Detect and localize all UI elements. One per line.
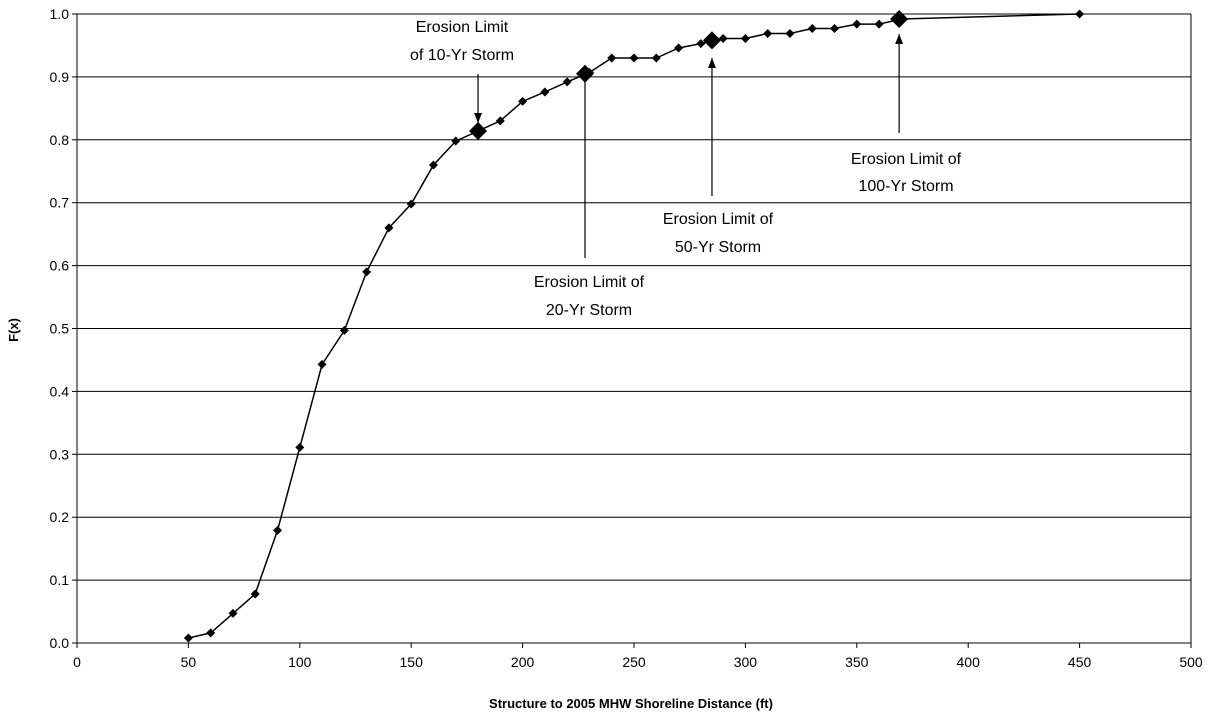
annotation-text: 20-Yr Storm — [546, 302, 632, 319]
annotation-arrow-head — [580, 68, 589, 78]
gridlines — [77, 13, 1191, 581]
y-tick-label: 0.6 — [50, 258, 70, 274]
y-tick-label: 0.4 — [50, 383, 70, 399]
x-tick-label: 500 — [1179, 654, 1203, 670]
y-tick-label: 0.2 — [50, 509, 70, 525]
x-axis-title: Structure to 2005 MHW Shoreline Distance… — [489, 696, 773, 711]
data-point — [763, 28, 773, 38]
data-point — [629, 53, 639, 63]
y-tick-label: 0.7 — [50, 195, 70, 211]
data-point — [406, 199, 416, 209]
highlight-markers — [469, 10, 909, 140]
annotation: Erosion Limit of 20-Yr Storm — [534, 68, 645, 319]
x-tick-label: 50 — [181, 654, 197, 670]
data-point — [1075, 9, 1085, 19]
data-point — [852, 19, 862, 29]
data-point — [651, 53, 661, 63]
highlight-point — [890, 10, 909, 29]
annotation: Erosion Limit of 50-Yr Storm — [663, 58, 774, 256]
y-tick-label: 0.8 — [50, 132, 70, 148]
x-tick-label: 450 — [1068, 654, 1092, 670]
annotation-text: Erosion Limit — [416, 19, 509, 36]
x-tick-label: 100 — [288, 654, 312, 670]
x-tick-label: 300 — [734, 654, 758, 670]
data-point — [718, 34, 728, 44]
x-tick-label: 0 — [73, 654, 81, 670]
data-point — [740, 34, 750, 44]
data-point — [339, 325, 349, 335]
x-tick-label: 400 — [957, 654, 981, 670]
highlight-point — [469, 121, 488, 140]
annotation-text: Erosion Limit of — [851, 151, 962, 168]
data-point — [540, 87, 550, 97]
x-tick-label: 200 — [511, 654, 535, 670]
y-tick-label: 0.9 — [50, 69, 70, 85]
y-tick-label: 0.5 — [50, 321, 70, 337]
data-series — [183, 9, 1085, 643]
annotation-arrow-head — [474, 113, 483, 123]
data-point — [228, 608, 238, 618]
series-line — [188, 13, 1080, 639]
data-point — [317, 359, 327, 369]
data-point — [562, 77, 572, 87]
data-point — [674, 43, 684, 53]
tick-labels: 0.0 0.1 0.2 0.3 0.4 0.5 0.6 0.7 0.8 0.9 1.0 0 50 100 1… — [50, 6, 1203, 670]
y-tick-label: 0.0 — [50, 635, 70, 651]
data-point — [785, 28, 795, 38]
y-tick-label: 1.0 — [50, 6, 70, 22]
data-point — [451, 136, 461, 146]
x-tick-label: 250 — [622, 654, 646, 670]
data-point — [807, 23, 817, 33]
annotation: Erosion Limit of 10-Yr Storm — [410, 19, 514, 123]
x-tick-label: 350 — [845, 654, 869, 670]
annotation-text: 50-Yr Storm — [675, 239, 761, 256]
data-point — [518, 96, 528, 106]
data-point — [384, 223, 394, 233]
data-point — [362, 267, 372, 277]
data-point — [495, 116, 505, 126]
data-point — [428, 160, 438, 170]
highlight-point — [702, 31, 721, 50]
data-point — [696, 39, 706, 49]
axes — [72, 13, 1192, 648]
annotation-text: Erosion Limit of — [534, 274, 645, 291]
annotation-text: 100-Yr Storm — [858, 178, 953, 195]
x-tick-label: 150 — [400, 654, 424, 670]
y-tick-label: 0.3 — [50, 446, 70, 462]
annotation-text: of 10-Yr Storm — [410, 47, 514, 64]
data-point — [830, 23, 840, 33]
annotation-arrow-head — [707, 58, 716, 68]
y-axis-title: F(x) — [6, 318, 21, 342]
data-point — [874, 19, 884, 29]
y-tick-label: 0.1 — [50, 572, 70, 588]
annotation: Erosion Limit of 100-Yr Storm — [851, 34, 962, 195]
data-point — [295, 442, 305, 452]
data-point — [273, 525, 283, 535]
data-point — [607, 53, 617, 63]
annotation-arrow-head — [895, 34, 904, 44]
data-point — [183, 633, 193, 643]
data-point — [250, 589, 260, 599]
annotation-text: Erosion Limit of — [663, 211, 774, 228]
data-point — [206, 628, 216, 638]
